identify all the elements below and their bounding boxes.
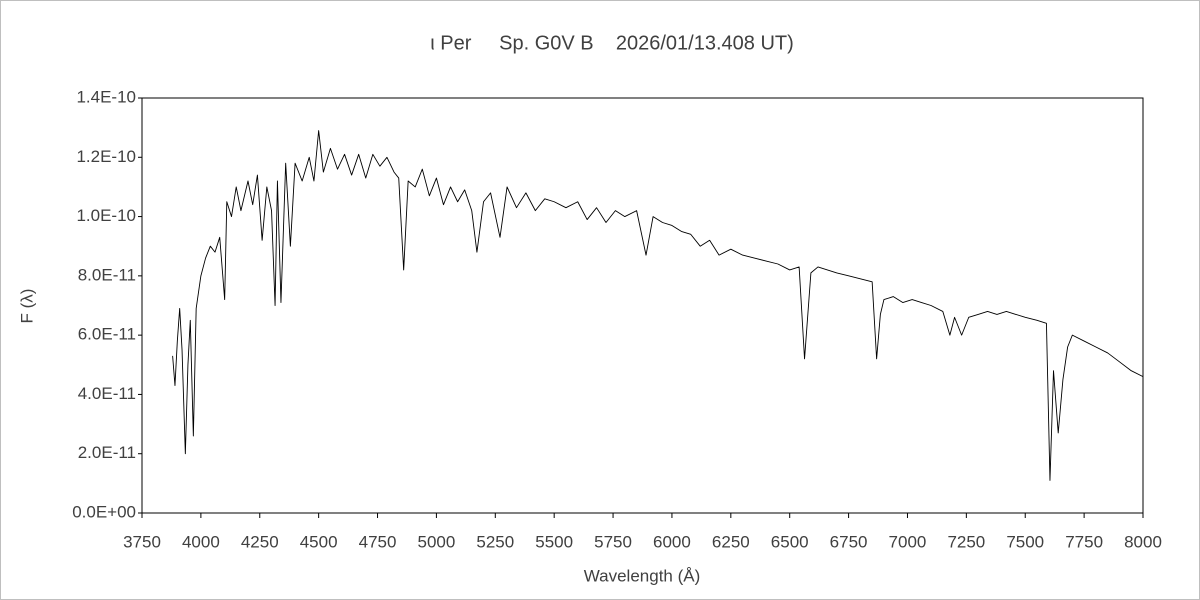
x-tick-label: 5500 [535, 532, 573, 551]
x-tick-label: 4500 [300, 532, 338, 551]
x-tick-label: 7750 [1065, 532, 1103, 551]
y-tick-label: 1.0E-10 [76, 206, 136, 225]
x-tick-label: 6750 [830, 532, 868, 551]
x-tick-label: 8000 [1124, 532, 1162, 551]
x-tick-label: 6500 [771, 532, 809, 551]
chart-title: ι Per Sp. G0V B 2026/01/13.408 UT) [430, 32, 794, 54]
y-axis-label: F (λ) [17, 289, 36, 324]
y-tick-label: 6.0E-11 [78, 325, 136, 344]
y-tick-label: 1.4E-10 [76, 87, 136, 106]
y-tick-label: 4.0E-11 [78, 384, 136, 403]
plot-area [141, 97, 1144, 514]
spectrum-line [172, 130, 1144, 481]
y-tick-label: 2.0E-11 [78, 443, 136, 462]
x-tick-label: 7000 [889, 532, 927, 551]
x-tick-label: 4000 [182, 532, 220, 551]
x-tick-label: 5000 [417, 532, 455, 551]
y-tick-label: 0.0E+00 [72, 502, 136, 521]
x-tick-label: 7250 [947, 532, 985, 551]
x-tick-label: 5250 [476, 532, 514, 551]
x-axis-label: Wavelength (Å) [584, 566, 701, 585]
x-tick-label: 4250 [241, 532, 279, 551]
x-tick-label: 3750 [123, 532, 161, 551]
x-tick-label: 5750 [594, 532, 632, 551]
y-tick-label: 8.0E-11 [78, 265, 136, 284]
x-tick-label: 6000 [653, 532, 691, 551]
x-tick-label: 7500 [1006, 532, 1044, 551]
x-tick-label: 6250 [712, 532, 750, 551]
x-tick-label: 4750 [359, 532, 397, 551]
y-tick-label: 1.2E-10 [76, 147, 136, 166]
